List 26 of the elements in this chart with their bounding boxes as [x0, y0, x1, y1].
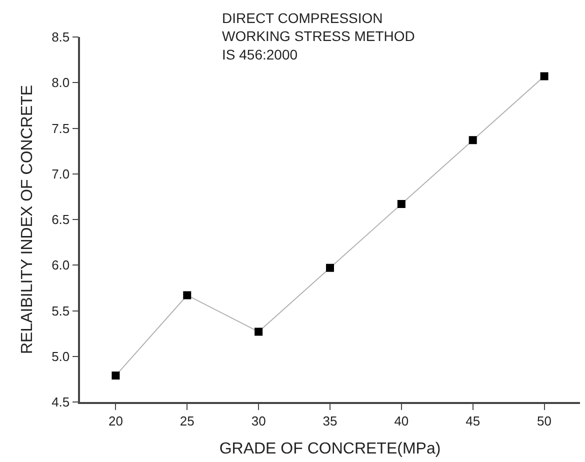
point [254, 328, 263, 336]
y-tick-label: 6.0 [52, 258, 70, 273]
x-tick-label: 50 [537, 413, 552, 428]
point [183, 291, 192, 300]
x-tick-label: 40 [394, 413, 409, 428]
x-tick-label: 25 [180, 413, 194, 428]
y-tick-label: 7.0 [52, 166, 70, 182]
point [468, 136, 477, 144]
chart-title: DIRECT COMPRESSION WORKING STRESS METHOD IS 456:2000 [222, 10, 415, 62]
x-axis-title: GRADE OF CONCRETE(MPa) [219, 440, 441, 458]
y-tick-label: 8.0 [52, 75, 70, 90]
point [540, 72, 548, 80]
y-tick-label: 5.0 [52, 348, 70, 364]
x-tick-label: 35 [322, 413, 338, 428]
x-tick-label: 20 [108, 413, 123, 428]
x-tick-label: 30 [251, 413, 266, 428]
x-tick-label: 45 [466, 413, 480, 428]
y-tick-label: 4.5 [52, 394, 70, 410]
y-tick-label: 5.5 [52, 303, 70, 318]
point [112, 372, 120, 380]
y-axis-title: RELAIBILITY INDEX OF CONCRETE [18, 84, 36, 354]
y-tick-label: 8.5 [52, 30, 70, 45]
point [326, 264, 334, 272]
y-tick-label: 7.5 [52, 120, 70, 136]
y-tick-label: 6.5 [52, 212, 70, 228]
point [397, 200, 406, 208]
